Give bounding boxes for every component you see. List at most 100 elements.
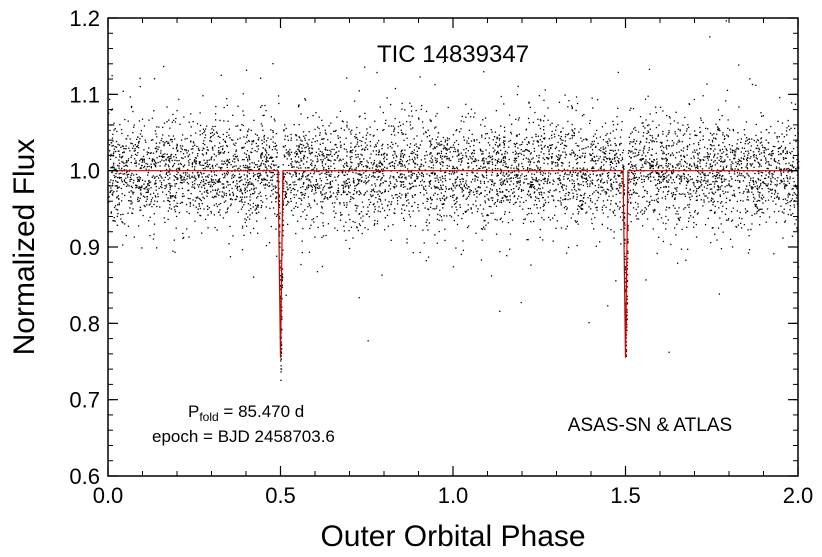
data-point xyxy=(220,167,222,169)
data-point xyxy=(434,180,437,182)
data-point xyxy=(568,192,571,194)
data-point xyxy=(369,157,371,159)
data-point xyxy=(595,146,597,148)
data-point xyxy=(273,118,275,120)
data-point xyxy=(265,206,267,208)
data-point xyxy=(751,223,753,225)
data-point xyxy=(467,204,469,206)
data-point xyxy=(334,227,336,229)
data-point xyxy=(243,234,245,236)
data-point xyxy=(579,156,582,158)
data-point xyxy=(315,192,317,194)
data-point xyxy=(362,215,364,217)
data-point xyxy=(172,250,174,252)
data-point xyxy=(250,188,253,190)
data-point xyxy=(674,131,676,133)
data-point xyxy=(127,120,129,122)
data-point xyxy=(668,179,670,181)
data-point xyxy=(488,155,491,157)
data-point xyxy=(485,171,487,174)
data-point xyxy=(696,166,698,168)
data-point xyxy=(683,156,686,158)
data-point xyxy=(509,195,511,197)
data-point xyxy=(576,157,579,160)
data-point xyxy=(229,198,232,200)
data-point xyxy=(400,151,402,153)
data-point xyxy=(139,197,141,200)
data-point xyxy=(401,160,404,162)
data-point xyxy=(398,161,400,163)
data-point xyxy=(624,224,626,226)
data-point xyxy=(246,174,248,176)
data-point xyxy=(562,139,564,142)
data-point xyxy=(501,184,503,186)
data-point xyxy=(752,187,754,189)
data-point xyxy=(494,159,496,161)
data-point xyxy=(140,192,142,194)
data-point xyxy=(699,147,701,150)
data-point xyxy=(182,179,184,181)
data-point xyxy=(484,166,487,168)
data-point xyxy=(170,208,173,210)
data-point xyxy=(374,176,376,178)
data-point xyxy=(216,163,218,166)
data-point xyxy=(442,161,444,163)
data-point xyxy=(502,200,505,202)
data-point xyxy=(404,209,406,211)
data-point xyxy=(129,200,131,202)
data-point xyxy=(181,176,183,178)
data-point xyxy=(179,123,181,125)
data-point xyxy=(148,165,150,167)
data-point xyxy=(365,175,367,177)
data-point xyxy=(186,178,188,180)
data-point xyxy=(768,176,770,178)
data-point xyxy=(699,126,701,129)
data-point xyxy=(131,143,133,145)
data-point xyxy=(649,203,651,206)
data-point xyxy=(346,163,348,165)
data-point xyxy=(288,155,290,157)
data-point xyxy=(558,150,560,152)
data-point xyxy=(396,197,398,199)
data-point xyxy=(410,110,413,112)
data-point xyxy=(376,179,378,181)
data-point xyxy=(413,185,415,187)
data-point xyxy=(487,142,490,144)
data-point xyxy=(322,155,324,157)
data-point xyxy=(624,290,626,293)
data-point xyxy=(128,185,130,187)
data-point xyxy=(308,203,310,205)
data-point xyxy=(778,147,780,149)
data-point xyxy=(642,132,645,134)
data-point xyxy=(130,161,132,164)
data-point xyxy=(456,223,459,226)
data-point xyxy=(192,141,195,143)
data-point xyxy=(559,157,561,159)
data-point xyxy=(356,126,358,129)
data-point xyxy=(459,186,462,189)
data-point xyxy=(608,138,610,140)
data-point xyxy=(150,187,152,189)
data-point xyxy=(747,190,750,192)
data-point xyxy=(707,159,710,161)
data-point xyxy=(599,193,602,195)
data-point xyxy=(626,329,628,331)
data-point xyxy=(147,191,149,193)
data-point xyxy=(597,192,599,194)
data-point xyxy=(345,185,347,187)
data-point xyxy=(414,194,416,196)
data-point xyxy=(328,159,331,161)
data-point xyxy=(311,148,314,150)
data-point xyxy=(452,266,455,268)
data-point xyxy=(709,153,711,155)
data-point xyxy=(261,178,263,180)
data-point xyxy=(173,179,175,181)
data-point xyxy=(146,204,148,206)
data-point xyxy=(578,145,580,147)
data-point xyxy=(286,181,288,183)
data-point xyxy=(176,149,179,152)
data-point xyxy=(384,122,386,125)
data-point xyxy=(439,214,441,216)
data-point xyxy=(253,166,256,168)
data-point xyxy=(312,168,314,170)
